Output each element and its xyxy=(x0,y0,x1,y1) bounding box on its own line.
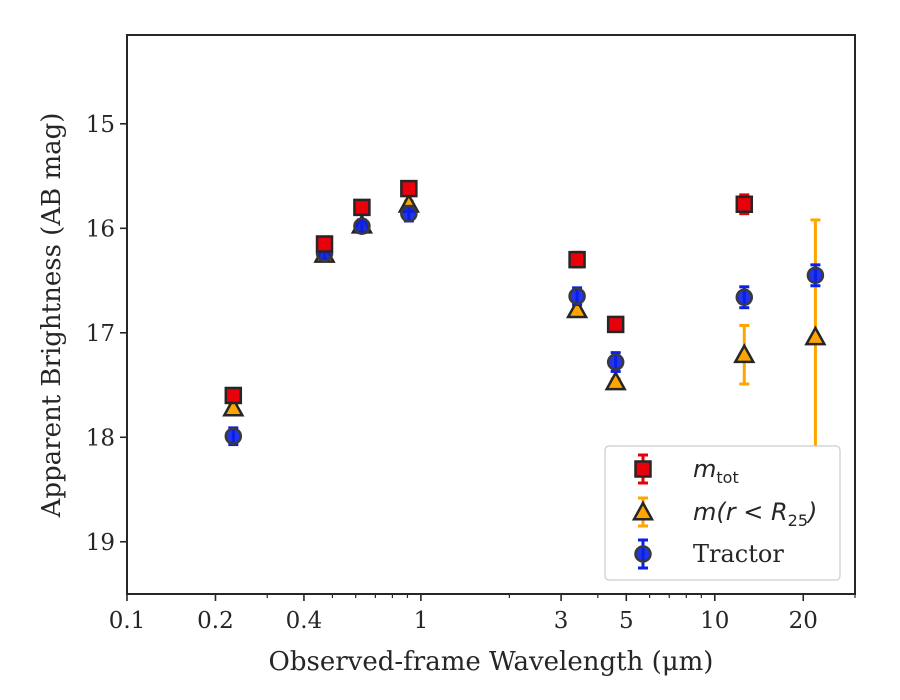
x-tick-label: 5 xyxy=(619,608,634,634)
y-tick-label: 17 xyxy=(86,321,115,347)
y-tick-label: 16 xyxy=(86,216,115,242)
data-point-triangle xyxy=(565,298,589,319)
y-tick-label: 18 xyxy=(86,425,115,451)
legend-box xyxy=(604,445,841,581)
legend-marker-circle xyxy=(634,545,652,563)
x-tick-label: 20 xyxy=(789,608,818,634)
y-tick-label: 19 xyxy=(86,530,115,556)
y-axis-title: Apparent Brightness (AB mag) xyxy=(37,113,67,519)
data-point-triangle xyxy=(733,343,756,364)
y-tick-label: 15 xyxy=(86,112,115,138)
data-point-circle xyxy=(400,204,418,223)
plot-frame xyxy=(126,34,856,595)
legend-marker-triangle xyxy=(631,500,655,521)
data-point-square xyxy=(353,198,371,217)
series-circle xyxy=(224,204,825,447)
data-point-triangle xyxy=(222,396,245,417)
x-tick-label: 0.1 xyxy=(109,608,146,634)
series-square xyxy=(224,179,754,405)
plot-area xyxy=(222,179,827,456)
data-point-circle xyxy=(606,353,625,371)
legend-entry: mtot xyxy=(634,453,739,487)
legend-label: m(r < R25) xyxy=(693,498,817,530)
data-point-circle xyxy=(806,266,825,285)
legend-entry: m(r < R25) xyxy=(631,496,817,530)
legend-marker-square xyxy=(634,460,652,478)
data-point-square xyxy=(400,179,418,198)
legend-label: mtot xyxy=(693,455,739,487)
data-point-circle xyxy=(735,288,754,307)
legend-label: Tractor xyxy=(693,540,784,568)
data-point-square xyxy=(568,250,586,269)
x-tick-label: 0.4 xyxy=(286,608,323,634)
data-point-circle xyxy=(353,217,371,235)
data-point-circle xyxy=(224,427,243,445)
data-point-square xyxy=(315,235,334,253)
x-axis-title: Observed-frame Wavelength (μm) xyxy=(269,647,714,677)
axes: 0.1 0.2 0.4 1 3 5 10 20 15 16 17 18 19 xyxy=(86,34,856,634)
data-point-square xyxy=(224,386,243,405)
series-triangle xyxy=(222,192,827,456)
data-point-circle xyxy=(568,287,586,305)
data-point-square xyxy=(606,315,625,334)
data-point-square xyxy=(735,195,754,214)
x-tick-label: 10 xyxy=(700,608,729,634)
x-tick-label: 1 xyxy=(414,608,429,634)
data-point-triangle xyxy=(804,325,827,346)
data-point-triangle xyxy=(604,370,627,391)
x-tick-label: 0.2 xyxy=(197,608,234,634)
x-tick-label: 3 xyxy=(554,608,569,634)
legend: mtot m(r < R25) Tractor xyxy=(604,445,841,581)
legend-entry: Tractor xyxy=(634,538,784,570)
